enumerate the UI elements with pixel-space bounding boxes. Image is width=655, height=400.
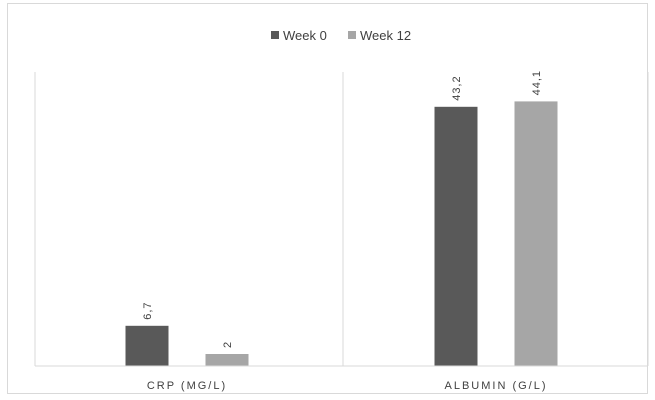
data-label-crp-week-0: 6,7 [142, 302, 154, 320]
data-labels-group: 6,7 2 43,2 44,1 [142, 70, 543, 348]
bar-albumin-week-0 [434, 106, 478, 367]
legend-swatch-week-12 [348, 31, 356, 39]
data-label-albumin-week-12: 44,1 [531, 70, 543, 95]
bar-crp-week-12 [205, 354, 249, 366]
legend-label-week-0: Week 0 [283, 28, 327, 43]
chart-legend: Week 0 Week 12 [271, 28, 411, 43]
category-dividers [34, 72, 649, 366]
legend-label-week-12: Week 12 [360, 28, 411, 43]
category-label-crp: CRP (MG/L) [147, 380, 227, 392]
data-label-albumin-week-0: 43,2 [451, 75, 463, 100]
bar-crp-week-0 [125, 325, 169, 366]
data-label-crp-week-12: 2 [222, 341, 234, 348]
legend-swatch-week-0 [271, 31, 279, 39]
category-labels-group: CRP (MG/L) ALBUMIN (G/L) [147, 380, 547, 392]
bar-albumin-week-12 [514, 101, 558, 367]
bars-group [125, 101, 558, 367]
category-label-albumin: ALBUMIN (G/L) [444, 380, 547, 392]
